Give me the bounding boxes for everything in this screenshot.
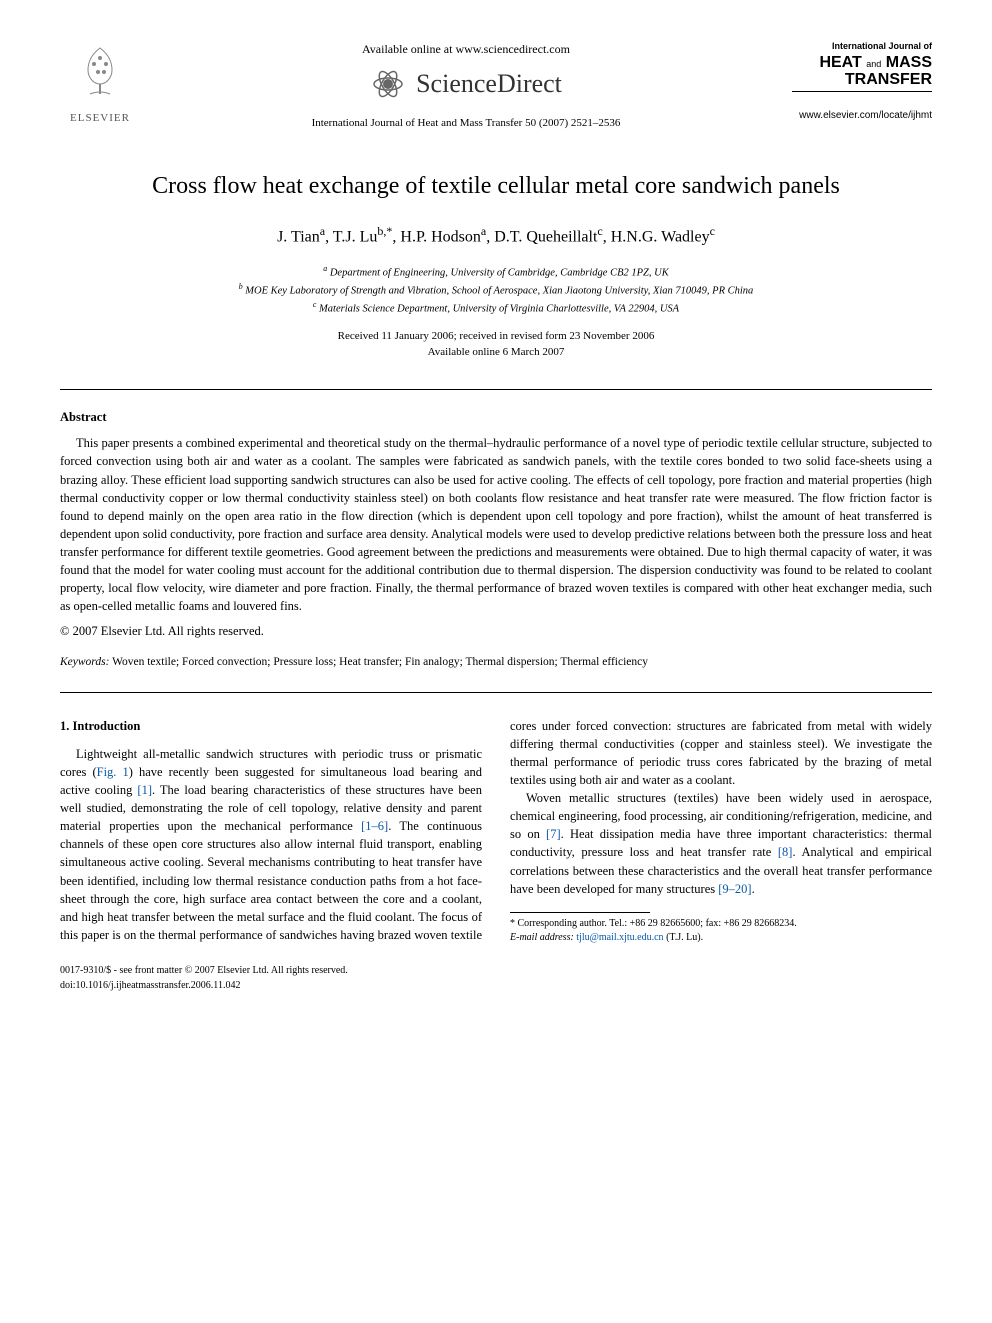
- abstract-copyright: © 2007 Elsevier Ltd. All rights reserved…: [60, 622, 932, 641]
- journal-logo-line2: HEAT and MASS: [792, 54, 932, 72]
- journal-logo-line3: TRANSFER: [792, 71, 932, 89]
- journal-reference: International Journal of Heat and Mass T…: [140, 115, 792, 132]
- affiliation-c: c Materials Science Department, Universi…: [60, 299, 932, 317]
- affiliations: a Department of Engineering, University …: [60, 263, 932, 318]
- cite-1-6[interactable]: [1–6]: [361, 819, 388, 833]
- sciencedirect-text: ScienceDirect: [416, 64, 562, 103]
- email-name: (T.J. Lu).: [666, 932, 703, 943]
- paper-title: Cross flow heat exchange of textile cell…: [60, 168, 932, 204]
- elsevier-label: ELSEVIER: [60, 110, 140, 127]
- page-header: ELSEVIER Available online at www.science…: [60, 40, 932, 132]
- footnote-separator: [510, 912, 650, 913]
- cite-7[interactable]: [7]: [546, 827, 561, 841]
- received-date: Received 11 January 2006; received in re…: [60, 328, 932, 345]
- sciencedirect-icon: [370, 66, 406, 102]
- journal-logo-line1: International Journal of: [792, 40, 932, 54]
- rule-above-abstract: [60, 389, 932, 390]
- email-line: E-mail address: tjlu@mail.xjtu.edu.cn (T…: [510, 931, 932, 945]
- footnote: * Corresponding author. Tel.: +86 29 826…: [510, 917, 932, 945]
- elsevier-logo: ELSEVIER: [60, 40, 140, 126]
- keywords-label: Keywords:: [60, 656, 109, 668]
- available-date: Available online 6 March 2007: [60, 344, 932, 361]
- cite-1[interactable]: [1]: [137, 783, 152, 797]
- journal-url: www.elsevier.com/locate/ijhmt: [792, 108, 932, 123]
- journal-logo-rule: [792, 91, 932, 92]
- elsevier-tree-icon: [70, 40, 130, 100]
- abstract-heading: Abstract: [60, 408, 932, 427]
- email-label: E-mail address:: [510, 932, 574, 943]
- page-footer: 0017-9310/$ - see front matter © 2007 El…: [60, 963, 932, 993]
- intro-para-2: Woven metallic structures (textiles) hav…: [510, 789, 932, 898]
- cite-8[interactable]: [8]: [778, 845, 793, 859]
- available-online-text: Available online at www.sciencedirect.co…: [140, 40, 792, 58]
- sciencedirect-brand: ScienceDirect: [140, 64, 792, 103]
- abstract-text: This paper presents a combined experimen…: [60, 434, 932, 615]
- rule-below-keywords: [60, 692, 932, 693]
- footer-left: 0017-9310/$ - see front matter © 2007 El…: [60, 963, 348, 993]
- intro-heading: 1. Introduction: [60, 717, 482, 735]
- footer-doi: doi:10.1016/j.ijheatmasstransfer.2006.11…: [60, 978, 348, 993]
- keywords-text: Woven textile; Forced convection; Pressu…: [112, 656, 648, 668]
- cite-9-20[interactable]: [9–20]: [718, 882, 751, 896]
- footer-front-matter: 0017-9310/$ - see front matter © 2007 El…: [60, 963, 348, 978]
- fig-1-link[interactable]: Fig. 1: [97, 765, 129, 779]
- corresponding-author: * Corresponding author. Tel.: +86 29 826…: [510, 917, 932, 931]
- affiliation-a: a Department of Engineering, University …: [60, 263, 932, 281]
- authors: J. Tiana, T.J. Lub,*, H.P. Hodsona, D.T.…: [60, 222, 932, 249]
- header-center: Available online at www.sciencedirect.co…: [140, 40, 792, 132]
- email-link[interactable]: tjlu@mail.xjtu.edu.cn: [576, 932, 663, 943]
- affiliation-b: b MOE Key Laboratory of Strength and Vib…: [60, 281, 932, 299]
- dates-block: Received 11 January 2006; received in re…: [60, 328, 932, 361]
- keywords: Keywords: Woven textile; Forced convecti…: [60, 654, 932, 671]
- body-columns: 1. Introduction Lightweight all-metallic…: [60, 717, 932, 945]
- journal-logo: International Journal of HEAT and MASS T…: [792, 40, 932, 123]
